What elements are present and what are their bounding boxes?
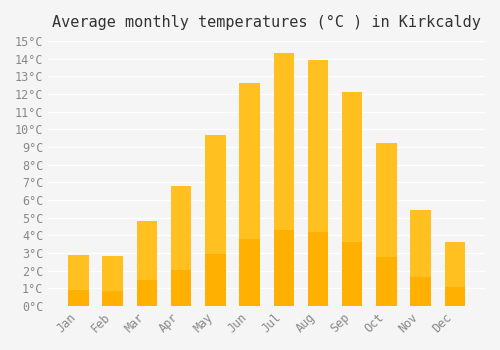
Bar: [102, 291, 123, 306]
Bar: [136, 221, 157, 306]
Bar: [444, 287, 465, 306]
Bar: [376, 144, 396, 306]
Bar: [102, 257, 123, 306]
Title: Average monthly temperatures (°C ) in Kirkcaldy: Average monthly temperatures (°C ) in Ki…: [52, 15, 481, 30]
Bar: [136, 280, 157, 306]
Bar: [240, 83, 260, 306]
Bar: [410, 277, 431, 306]
Bar: [342, 92, 362, 306]
Bar: [274, 230, 294, 306]
Bar: [410, 210, 431, 306]
Bar: [308, 60, 328, 306]
Bar: [171, 186, 192, 306]
Bar: [240, 239, 260, 306]
Bar: [68, 254, 88, 306]
Bar: [205, 134, 226, 306]
Bar: [444, 242, 465, 306]
Bar: [274, 53, 294, 306]
Bar: [308, 232, 328, 306]
Bar: [342, 242, 362, 306]
Bar: [376, 257, 396, 306]
Bar: [68, 290, 88, 306]
Bar: [205, 254, 226, 306]
Bar: [171, 270, 192, 306]
